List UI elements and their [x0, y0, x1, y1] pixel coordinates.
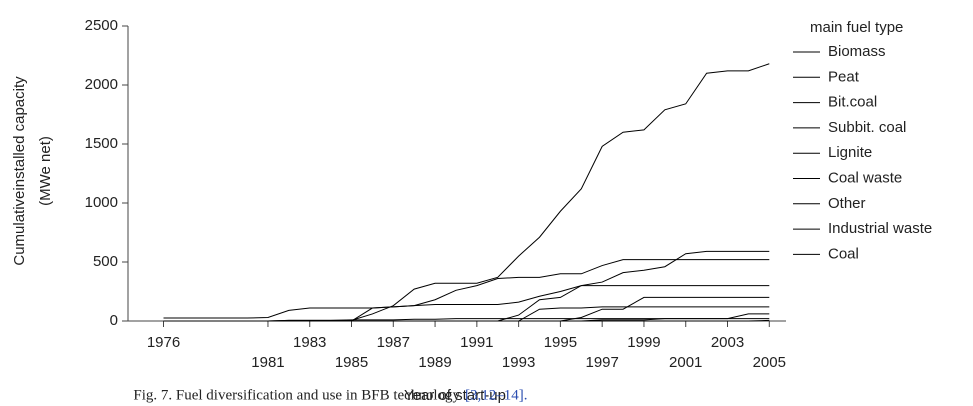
series-line — [163, 259, 770, 322]
x-tick-label: 1993 — [502, 354, 535, 371]
y-tick-label: 1500 — [85, 135, 118, 152]
legend-label: Subbit. coal — [828, 119, 906, 136]
series-line — [163, 250, 770, 319]
series-line — [163, 319, 770, 322]
x-tick-label: 1985 — [335, 354, 368, 371]
legend-label: Industrial waste — [828, 220, 932, 237]
x-tick-label: 2005 — [753, 354, 786, 371]
y-tick-label: 0 — [110, 312, 118, 329]
legend-label: Other — [828, 195, 866, 212]
y-tick-label: 1000 — [85, 194, 118, 211]
x-tick-label: 1997 — [585, 354, 618, 371]
series-line — [163, 63, 770, 322]
y-axis-label: Cumulativeinstalled capacity — [11, 76, 28, 266]
legend-label: Biomass — [828, 43, 886, 60]
legend-label: Bit.coal — [828, 94, 877, 111]
x-tick-label: 1987 — [377, 334, 410, 351]
series-line — [163, 285, 770, 322]
y-tick-label: 2500 — [85, 17, 118, 34]
y-tick-label: 500 — [93, 253, 118, 270]
legend-title: main fuel type — [810, 19, 903, 36]
x-tick-label: 1991 — [460, 334, 493, 351]
x-tick-label: 1999 — [627, 334, 660, 351]
x-tick-label: 1976 — [147, 334, 180, 351]
y-tick-label: 2000 — [85, 76, 118, 93]
x-tick-label: 2001 — [669, 354, 702, 371]
caption-ref: [3,12–14]. — [465, 387, 528, 403]
legend-label: Peat — [828, 68, 860, 85]
legend-label: Coal waste — [828, 169, 902, 186]
y-axis-label: (MWe net) — [37, 136, 54, 206]
caption: Fig. 7. Fuel diversification and use in … — [133, 387, 460, 403]
x-tick-label: 2003 — [711, 334, 744, 351]
x-tick-label: 1995 — [544, 334, 577, 351]
x-tick-label: 1981 — [251, 354, 284, 371]
legend-label: Lignite — [828, 144, 872, 161]
x-axis-label: Year of start-up — [404, 387, 506, 404]
x-tick-label: 1983 — [293, 334, 326, 351]
legend-label: Coal — [828, 245, 859, 262]
x-tick-label: 1989 — [418, 354, 451, 371]
